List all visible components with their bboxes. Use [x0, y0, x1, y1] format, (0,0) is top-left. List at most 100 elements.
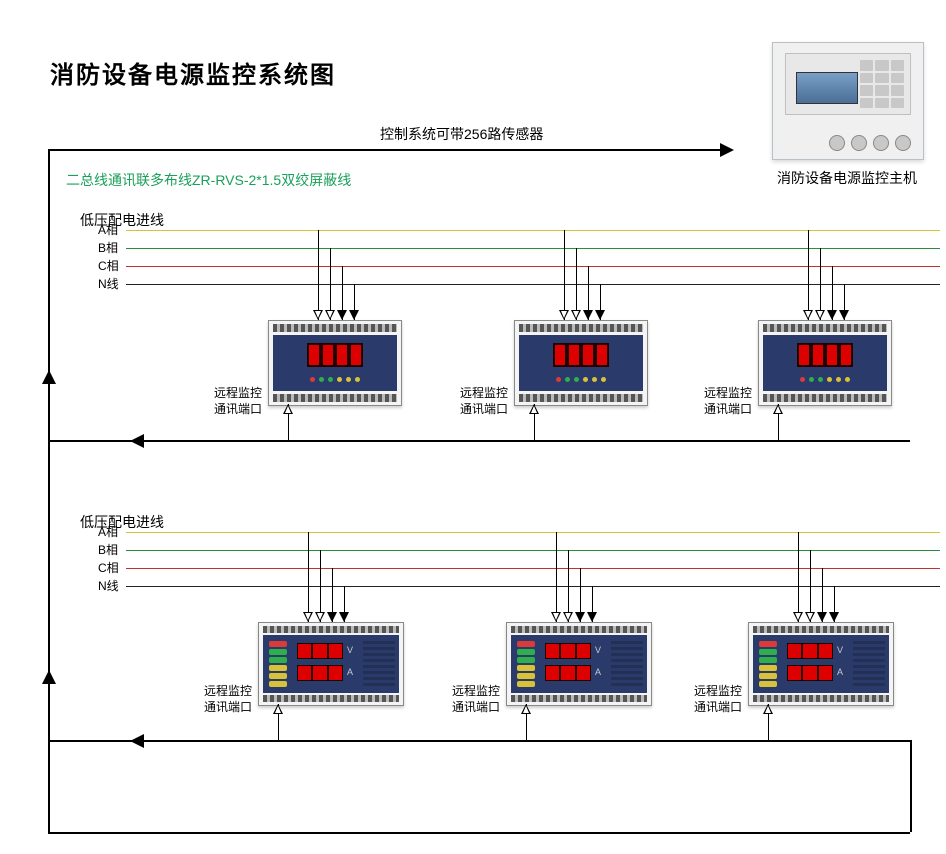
- tap-arrow-up-hollow-icon: [285, 406, 291, 413]
- unit-v: V: [347, 645, 353, 655]
- tap-arrow-hollow-icon: [817, 311, 823, 318]
- arrow-up-icon: [42, 370, 56, 384]
- display-volts: [545, 643, 591, 659]
- phase-line: [126, 532, 940, 533]
- phase-tap: [318, 230, 319, 320]
- tap-arrow-hollow-icon: [807, 613, 813, 620]
- terminal-top: [519, 324, 643, 332]
- phase-tap: [308, 532, 309, 622]
- tap-arrow-icon: [349, 310, 359, 320]
- tap-arrow-icon: [827, 310, 837, 320]
- port-label: 远程监控通讯端口: [694, 684, 742, 715]
- comm-bus-join: [48, 440, 130, 442]
- host-lcd: [796, 72, 858, 104]
- arrow-right-icon: [720, 143, 734, 157]
- unit-a: A: [347, 667, 353, 677]
- arrow-left-icon: [130, 734, 144, 748]
- main-bus: [48, 149, 720, 151]
- tap-arrow-icon: [817, 612, 827, 622]
- bus-spec-label: 二总线通讯联多布线ZR-RVS-2*1.5双绞屏蔽线: [66, 170, 351, 190]
- tap-arrow-up-hollow-icon: [775, 406, 781, 413]
- module-face: V A: [263, 635, 399, 693]
- sensor-module-a: [268, 320, 402, 406]
- phase-line: [126, 266, 940, 267]
- display-volts: [787, 643, 833, 659]
- host-buttons: [785, 135, 911, 149]
- tap-arrow-hollow-icon: [805, 311, 811, 318]
- host-screen: [785, 53, 911, 115]
- display-volts: [297, 643, 343, 659]
- tap-arrow-hollow-icon: [553, 613, 559, 620]
- terminal-top: [763, 324, 887, 332]
- phase-tap: [556, 532, 557, 622]
- sensor-module-b: V A: [506, 622, 652, 706]
- status-leds: [546, 377, 616, 387]
- module-text: [363, 641, 395, 687]
- unit-v: V: [837, 645, 843, 655]
- seven-seg-display: [797, 343, 853, 367]
- port-label: 远程监控通讯端口: [214, 386, 262, 417]
- tap-arrow-icon: [829, 612, 839, 622]
- module-face: [519, 335, 643, 391]
- phase-line: [126, 568, 940, 569]
- unit-v: V: [595, 645, 601, 655]
- terminal-bottom: [753, 695, 889, 702]
- comm-bus: [130, 740, 910, 742]
- tap-arrow-up-hollow-icon: [765, 706, 771, 713]
- sensor-module-a: [514, 320, 648, 406]
- tap-arrow-hollow-icon: [573, 311, 579, 318]
- phase-tap: [808, 230, 809, 320]
- tap-arrow-icon: [583, 310, 593, 320]
- port-label: 远程监控通讯端口: [460, 386, 508, 417]
- terminal-top: [263, 626, 399, 633]
- phase-line: [126, 284, 940, 285]
- seven-seg-display: [553, 343, 609, 367]
- terminal-bottom: [273, 394, 397, 402]
- main-bus-bottom: [48, 832, 910, 834]
- arrow-left-icon: [130, 434, 144, 448]
- sensor-module-b: V A: [748, 622, 894, 706]
- terminal-top: [511, 626, 647, 633]
- display-amps: [787, 665, 833, 681]
- status-leds: [269, 641, 287, 687]
- terminal-bottom: [263, 695, 399, 702]
- comm-bus-join: [48, 740, 130, 742]
- status-leds: [517, 641, 535, 687]
- port-label: 远程监控通讯端口: [204, 684, 252, 715]
- host-panel: [772, 42, 924, 160]
- tap-arrow-hollow-icon: [795, 613, 801, 620]
- terminal-bottom: [519, 394, 643, 402]
- main-bus-vertical: [48, 149, 50, 832]
- tap-arrow-up-hollow-icon: [275, 706, 281, 713]
- tap-arrow-icon: [595, 310, 605, 320]
- phase-tap: [798, 532, 799, 622]
- phase-label: N线: [98, 577, 119, 594]
- seven-seg-display: [307, 343, 363, 367]
- tap-arrow-hollow-icon: [565, 613, 571, 620]
- tap-arrow-hollow-icon: [315, 311, 321, 318]
- module-text: [853, 641, 885, 687]
- unit-a: A: [595, 667, 601, 677]
- tap-arrow-icon: [339, 612, 349, 622]
- tap-arrow-icon: [839, 310, 849, 320]
- unit-a: A: [837, 667, 843, 677]
- tap-arrow-hollow-icon: [305, 613, 311, 620]
- phase-label: A相: [98, 221, 118, 238]
- feeder-title: 低压配电进线: [80, 512, 164, 532]
- comm-bus: [130, 440, 910, 442]
- tap-arrow-icon: [575, 612, 585, 622]
- tap-arrow-hollow-icon: [317, 613, 323, 620]
- bus-capacity-label: 控制系统可带256路传感器: [380, 124, 543, 144]
- host-label: 消防设备电源监控主机: [762, 168, 932, 188]
- module-face: V A: [511, 635, 647, 693]
- terminal-top: [273, 324, 397, 332]
- module-face: [763, 335, 887, 391]
- phase-label: C相: [98, 257, 119, 274]
- phase-label: C相: [98, 559, 119, 576]
- tap-arrow-up-hollow-icon: [531, 406, 537, 413]
- tap-arrow-hollow-icon: [561, 311, 567, 318]
- diagram-title: 消防设备电源监控系统图: [50, 55, 336, 90]
- tap-arrow-icon: [327, 612, 337, 622]
- arrow-up-icon: [42, 670, 56, 684]
- tap-arrow-icon: [337, 310, 347, 320]
